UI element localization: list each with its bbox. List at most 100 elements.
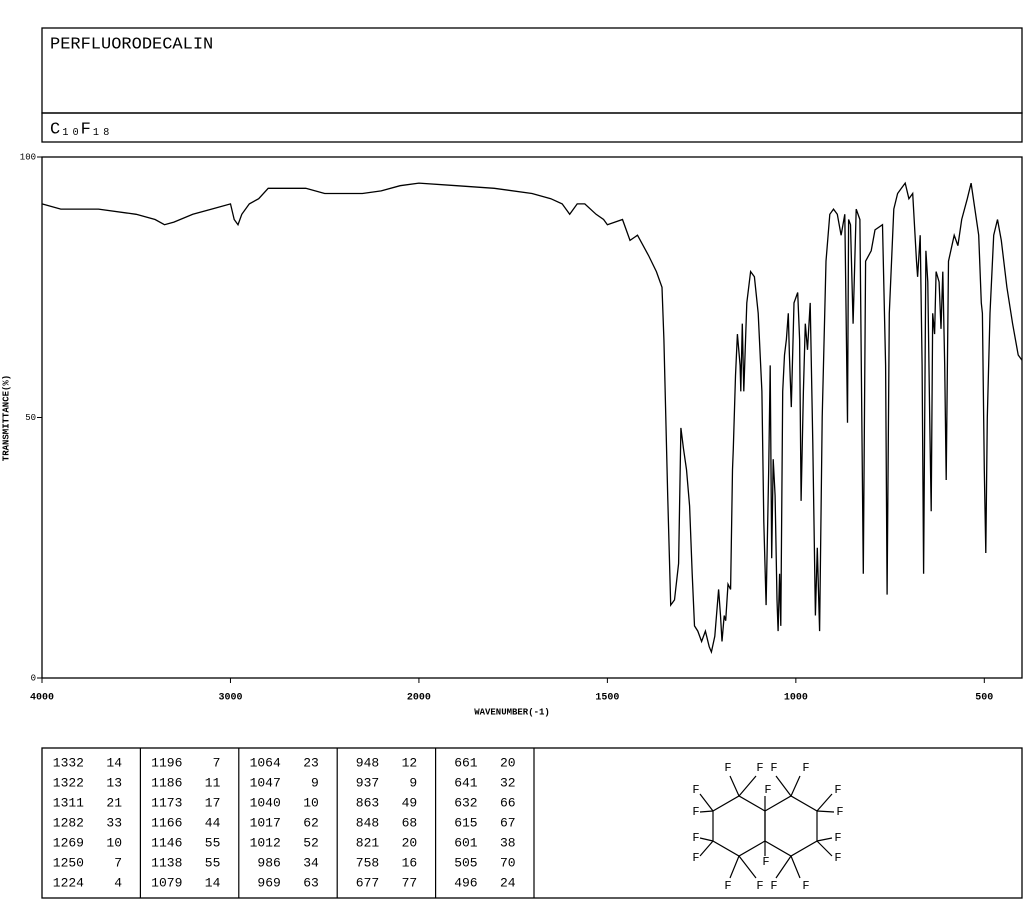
peak-transmittance: 21 — [106, 795, 122, 810]
peak-transmittance: 7 — [213, 755, 221, 770]
peak-transmittance: 20 — [402, 835, 418, 850]
peak-transmittance: 62 — [303, 815, 319, 830]
plot-frame — [41, 156, 1023, 679]
table-frame — [41, 747, 1023, 899]
peak-transmittance: 7 — [114, 855, 122, 870]
y-tick-label: 100 — [20, 152, 36, 162]
x-axis-label: WAVENUMBER(-1) — [474, 707, 550, 717]
atom-label: F — [802, 879, 809, 893]
peak-transmittance: 24 — [500, 875, 516, 890]
peak-transmittance: 20 — [500, 755, 516, 770]
peak-transmittance: 32 — [500, 775, 516, 790]
peak-transmittance: 49 — [402, 795, 418, 810]
peak-transmittance: 9 — [409, 775, 417, 790]
peak-transmittance: 68 — [402, 815, 418, 830]
formula-box — [41, 112, 1023, 143]
peak-transmittance: 55 — [205, 835, 221, 850]
x-tick-label: 3000 — [218, 693, 242, 704]
peak-wavenumber: 1012 — [250, 835, 281, 850]
peak-wavenumber: 1079 — [151, 875, 182, 890]
peak-wavenumber: 1282 — [53, 815, 84, 830]
atom-label: F — [770, 879, 777, 893]
y-tick-label: 50 — [25, 413, 36, 423]
structure-bonds — [699, 775, 835, 879]
peak-wavenumber: 1146 — [151, 835, 182, 850]
ring — [712, 795, 766, 857]
peak-transmittance: 38 — [500, 835, 516, 850]
peak-transmittance: 34 — [303, 855, 319, 870]
formula: C₁₀F₁₈ — [50, 120, 111, 139]
peak-wavenumber: 1322 — [53, 775, 84, 790]
peak-transmittance: 70 — [500, 855, 516, 870]
atom-label: F — [756, 879, 763, 893]
peak-transmittance: 10 — [106, 835, 122, 850]
peak-transmittance: 77 — [402, 875, 418, 890]
peak-transmittance: 13 — [106, 775, 122, 790]
peak-wavenumber: 1173 — [151, 795, 182, 810]
peak-transmittance: 63 — [303, 875, 319, 890]
peak-transmittance: 66 — [500, 795, 516, 810]
peak-wavenumber: 632 — [454, 795, 477, 810]
peak-transmittance: 23 — [303, 755, 319, 770]
peak-wavenumber: 1224 — [53, 875, 84, 890]
peak-wavenumber: 1040 — [250, 795, 281, 810]
atom-label: F — [692, 851, 699, 865]
peak-wavenumber: 641 — [454, 775, 478, 790]
peak-transmittance: 16 — [402, 855, 418, 870]
peak-transmittance: 67 — [500, 815, 516, 830]
atom-label: F — [692, 831, 699, 845]
peak-transmittance: 11 — [205, 775, 221, 790]
atom-label: F — [834, 851, 841, 865]
peak-transmittance: 10 — [303, 795, 319, 810]
peak-transmittance: 33 — [106, 815, 122, 830]
peak-wavenumber: 1196 — [151, 755, 182, 770]
peak-transmittance: 9 — [311, 775, 319, 790]
atom-label: F — [692, 783, 699, 797]
atom-label: F — [834, 831, 841, 845]
peak-wavenumber: 1166 — [151, 815, 182, 830]
atom-label: F — [764, 783, 771, 797]
peak-wavenumber: 1186 — [151, 775, 182, 790]
y-tick-label: 0 — [31, 673, 36, 683]
atom-label: F — [756, 761, 763, 775]
peak-wavenumber: 496 — [454, 875, 477, 890]
peak-transmittance: 14 — [205, 875, 221, 890]
x-tick-label: 1000 — [784, 693, 808, 704]
atom-label: F — [770, 761, 777, 775]
peak-wavenumber: 1064 — [250, 755, 281, 770]
atom-label: F — [692, 805, 699, 819]
peak-transmittance: 55 — [205, 855, 221, 870]
peak-wavenumber: 821 — [356, 835, 380, 850]
x-tick-label: 500 — [975, 693, 993, 704]
x-tick-label: 4000 — [30, 693, 54, 704]
peak-wavenumber: 1332 — [53, 755, 84, 770]
peak-transmittance: 12 — [402, 755, 418, 770]
f-bonds — [699, 775, 835, 879]
atom-label: F — [836, 805, 843, 819]
peak-wavenumber: 601 — [454, 835, 478, 850]
peak-wavenumber: 1311 — [53, 795, 84, 810]
peak-wavenumber: 969 — [257, 875, 280, 890]
peak-wavenumber: 1250 — [53, 855, 84, 870]
atom-label: F — [724, 879, 731, 893]
peak-wavenumber: 937 — [356, 775, 379, 790]
peak-wavenumber: 661 — [454, 755, 478, 770]
x-tick-label: 1500 — [595, 693, 619, 704]
peak-wavenumber: 863 — [356, 795, 379, 810]
peak-wavenumber: 986 — [257, 855, 280, 870]
peak-transmittance: 4 — [114, 875, 122, 890]
atom-label: F — [762, 855, 769, 869]
peak-transmittance: 17 — [205, 795, 221, 810]
peak-wavenumber: 1269 — [53, 835, 84, 850]
atom-label: F — [724, 761, 731, 775]
atom-label: F — [834, 783, 841, 797]
peak-wavenumber: 848 — [356, 815, 379, 830]
peak-wavenumber: 677 — [356, 875, 379, 890]
peak-wavenumber: 948 — [356, 755, 379, 770]
peak-transmittance: 14 — [106, 755, 122, 770]
ring — [764, 795, 818, 857]
atom-label: F — [802, 761, 809, 775]
peak-transmittance: 52 — [303, 835, 319, 850]
